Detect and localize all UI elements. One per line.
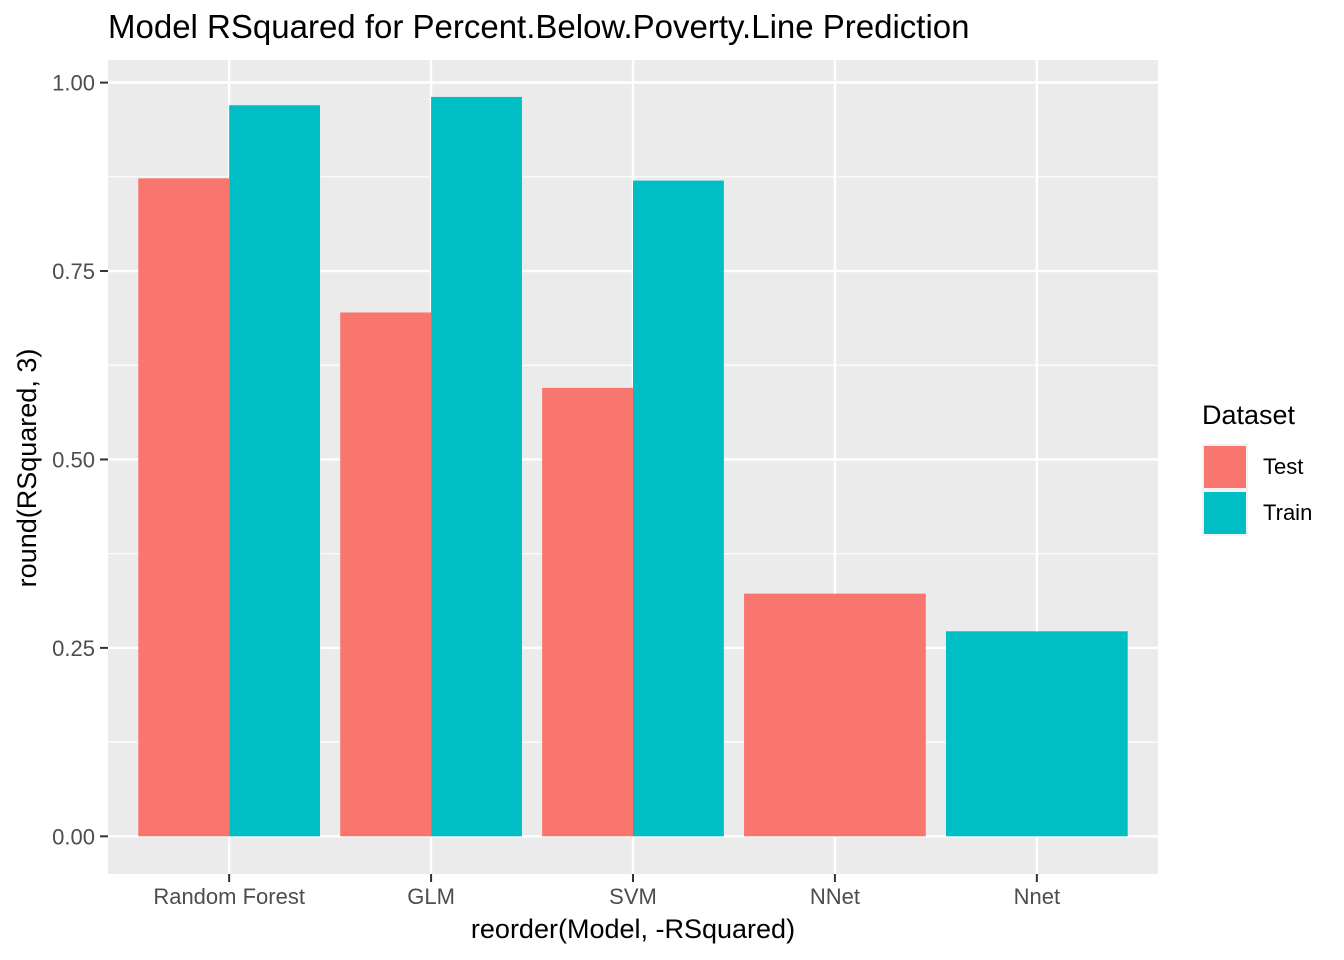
y-tick-label: 0.50 <box>52 447 95 472</box>
x-tick-label: NNet <box>810 884 860 909</box>
bar-train-svm <box>633 180 724 837</box>
bars <box>138 96 1128 837</box>
bar-train-glm <box>431 96 522 837</box>
bar-test-svm <box>542 387 633 837</box>
y-axis-title: round(RSquared, 3) <box>12 349 42 588</box>
bar-test-nnet <box>744 593 926 837</box>
legend-label-train: Train <box>1263 500 1312 525</box>
legend-title: Dataset <box>1202 400 1296 430</box>
legend-swatch-test <box>1204 446 1246 488</box>
x-axis-title: reorder(Model, -RSquared) <box>471 914 795 944</box>
bar-train-random-forest <box>229 105 321 837</box>
y-tick-label: 0.00 <box>52 824 95 849</box>
chart-title: Model RSquared for Percent.Below.Poverty… <box>108 8 970 45</box>
x-tick-label: GLM <box>407 884 455 909</box>
bar-train-nnet <box>945 631 1128 837</box>
legend-items: Test Train <box>1202 444 1312 536</box>
y-tick-label: 1.00 <box>52 71 95 96</box>
bar-test-random-forest <box>138 178 230 837</box>
y-tick-label: 0.25 <box>52 636 95 661</box>
x-axis: Random Forest GLM SVM NNet Nnet <box>153 874 1060 909</box>
legend-swatch-train <box>1204 492 1246 534</box>
x-tick-label: Random Forest <box>153 884 305 909</box>
legend-label-test: Test <box>1263 454 1303 479</box>
x-tick-label: Nnet <box>1014 884 1060 909</box>
legend: Dataset Test Train <box>1202 400 1312 536</box>
y-tick-label: 0.75 <box>52 259 95 284</box>
y-axis: 0.00 0.25 0.50 0.75 1.00 <box>52 71 108 849</box>
bar-test-glm <box>340 312 432 837</box>
x-tick-label: SVM <box>609 884 657 909</box>
